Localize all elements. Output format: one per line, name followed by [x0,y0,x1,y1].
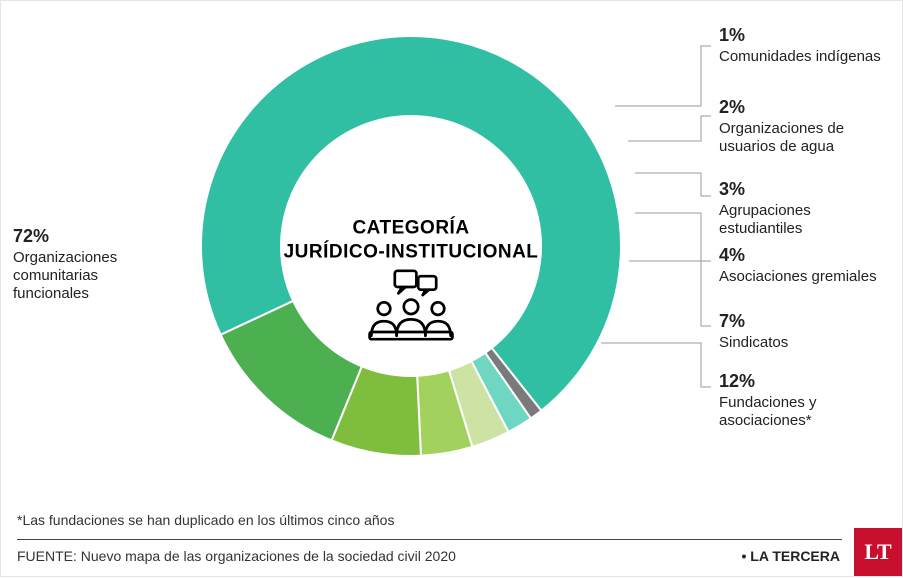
leader-line [635,213,711,261]
label-right-3: 4% Asociaciones gremiales [719,245,889,286]
label-right-4: 7% Sindicatos [719,311,889,352]
leader-line [628,116,711,141]
center-title-line1: CATEGORÍA [352,218,469,239]
footnote: *Las fundaciones se han duplicado en los… [17,512,394,528]
divider-rule [17,539,842,540]
label-text: Asociaciones gremiales [719,268,889,286]
brand-logo: LT [854,528,902,576]
label-left-0: 72% Organizaciones comunitarias funciona… [13,226,173,303]
label-text: Organizaciones de usuarios de agua [719,120,889,156]
label-text: Comunidades indígenas [719,48,889,66]
meeting-icon [366,269,456,339]
label-pct: 7% [719,311,889,332]
leader-line [629,261,711,326]
center-title-line2: JURÍDICO-INSTITUCIONAL [284,241,539,262]
label-pct: 72% [13,226,173,247]
label-text: Agrupaciones estudiantiles [719,202,889,238]
donut-chart: CATEGORÍA JURÍDICO-INSTITUCIONAL [186,21,636,471]
label-pct: 2% [719,97,889,118]
brand-text: • LA TERCERA [742,548,841,564]
label-text: Organizaciones comunitarias funcionales [13,249,173,303]
label-right-0: 1% Comunidades indígenas [719,25,889,66]
label-right-2: 3% Agrupaciones estudiantiles [719,179,889,238]
label-right-5: 12% Fundaciones y asociaciones* [719,371,889,430]
label-right-1: 2% Organizaciones de usuarios de agua [719,97,889,156]
label-pct: 3% [719,179,889,200]
leader-line [635,173,711,196]
label-text: Fundaciones y asociaciones* [719,394,889,430]
label-pct: 1% [719,25,889,46]
source-text: FUENTE: Nuevo mapa de las organizaciones… [17,548,456,564]
label-pct: 12% [719,371,889,392]
chart-center-title: CATEGORÍA JURÍDICO-INSTITUCIONAL [281,217,541,264]
label-text: Sindicatos [719,334,889,352]
label-pct: 4% [719,245,889,266]
